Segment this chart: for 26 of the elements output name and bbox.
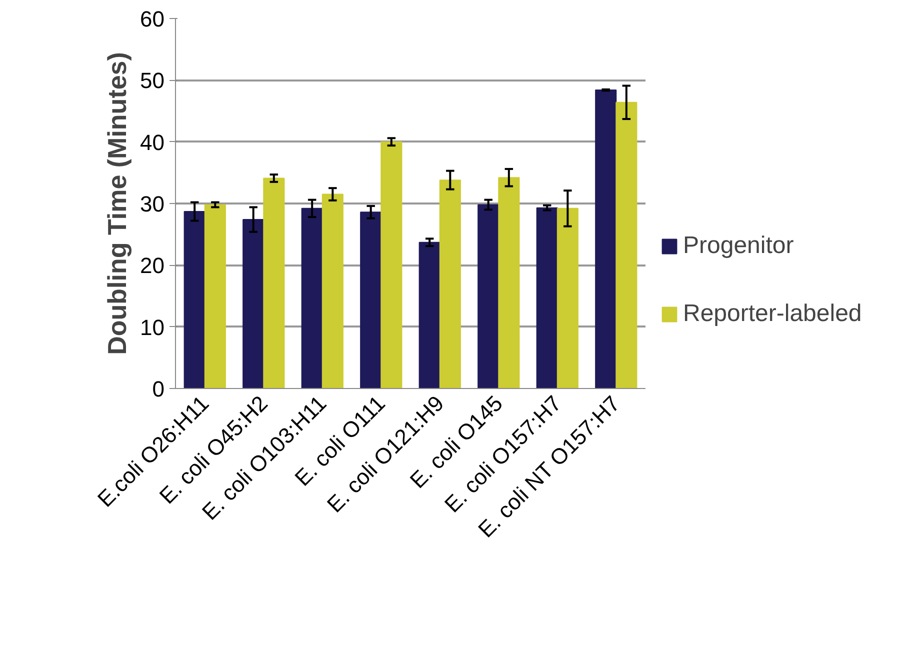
bar [380,141,402,388]
bar [536,207,558,388]
y-tick-label: 60 [140,6,165,32]
y-tick-label: 40 [140,130,165,155]
bar [242,219,264,388]
bar [184,211,206,388]
bar [556,208,578,388]
y-tick-label: 30 [140,192,165,216]
bar [439,180,461,388]
y-axis-title: Doubling Time (Minutes) [102,52,132,355]
bar [204,204,226,388]
y-tick-label: 50 [140,68,165,94]
bar [322,194,344,388]
bar [418,242,440,388]
bar [616,102,638,388]
bar [263,178,285,388]
bar [478,204,500,388]
bar [498,177,520,388]
bar [301,208,323,388]
y-tick-label: 0 [152,376,165,402]
legend-label: Reporter-labeled [683,300,862,328]
legend-label: Progenitor [683,232,794,260]
y-tick-label: 20 [140,253,165,278]
bar [360,212,382,388]
y-tick-label: 10 [140,314,165,340]
bar [595,90,617,388]
